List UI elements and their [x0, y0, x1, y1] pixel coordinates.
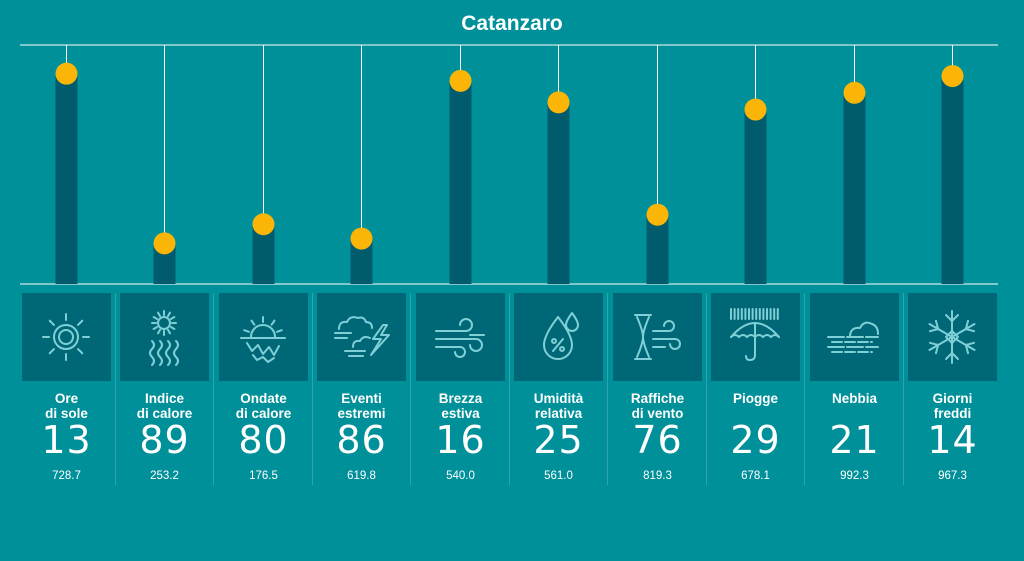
icon-tile	[908, 293, 997, 381]
category-column: Eventi estremi 86 619.8	[317, 293, 406, 485]
rank-number: 13	[41, 418, 92, 462]
bar	[646, 214, 669, 284]
chart-plot	[20, 44, 998, 285]
column-divider	[706, 293, 707, 485]
marker-dot	[449, 69, 472, 92]
column-divider	[115, 293, 116, 485]
breeze-icon	[435, 318, 485, 358]
icon-tile	[22, 293, 111, 381]
value-label: 619.8	[347, 470, 376, 482]
icon-tile	[219, 293, 308, 381]
category-column: Ondate di calore 80 176.5	[219, 293, 308, 485]
icon-tile	[810, 293, 899, 381]
value-label: 540.0	[446, 470, 475, 482]
bar	[941, 76, 964, 284]
marker-dot	[744, 98, 767, 121]
wind-gust-icon	[634, 314, 681, 360]
column-divider	[213, 293, 214, 485]
column-divider	[607, 293, 608, 485]
chart-title: Catanzaro	[461, 12, 563, 35]
marker-dot	[55, 62, 78, 85]
heat-index-icon	[149, 310, 179, 366]
column-divider	[509, 293, 510, 485]
fog-icon	[827, 321, 879, 353]
bar	[744, 109, 767, 284]
category-label: Ore di sole	[45, 391, 88, 421]
icon-tile	[514, 293, 603, 381]
rank-number: 21	[829, 418, 880, 462]
value-label: 992.3	[840, 470, 869, 482]
value-label: 728.7	[52, 470, 81, 482]
column-divider	[903, 293, 904, 485]
column-divider	[410, 293, 411, 485]
column-divider	[804, 293, 805, 485]
rank-number: 29	[730, 418, 781, 462]
marker-dot	[843, 81, 866, 104]
category-label: Raffiche di vento	[630, 391, 685, 421]
category-label: Ondate di calore	[235, 391, 292, 421]
category-column: Nebbia 21 992.3	[810, 293, 899, 485]
category-label: Brezza estiva	[438, 391, 483, 421]
value-label: 561.0	[544, 470, 573, 482]
bar	[843, 92, 866, 284]
marker-dot	[153, 232, 176, 255]
sun-icon	[42, 313, 90, 361]
humidity-icon	[543, 312, 579, 360]
marker-dot	[941, 65, 964, 88]
marker-dot	[350, 227, 373, 250]
category-label: Piogge	[732, 391, 778, 406]
icon-tile	[317, 293, 406, 381]
column-divider	[312, 293, 313, 485]
category-column: Umidità relativa 25 561.0	[514, 293, 603, 485]
category-label: Nebbia	[831, 391, 877, 406]
category-column: Indice di calore 89 253.2	[120, 293, 209, 485]
rank-number: 16	[435, 418, 486, 462]
rank-number: 89	[139, 418, 190, 462]
snowflake-icon	[928, 310, 976, 364]
heatwave-icon	[240, 316, 286, 363]
rank-number: 25	[533, 418, 584, 462]
category-label: Umidità relativa	[533, 391, 584, 421]
value-label: 253.2	[150, 470, 179, 482]
rain-icon	[730, 308, 780, 361]
rank-number: 80	[238, 418, 289, 462]
marker-dot	[252, 213, 275, 236]
icon-tile	[711, 293, 800, 381]
category-column: Ore di sole 13 728.7	[22, 293, 111, 485]
category-column: Giorni freddi 14 967.3	[908, 293, 997, 485]
category-label: Giorni freddi	[932, 391, 973, 421]
bar	[547, 102, 570, 284]
category-column: Brezza estiva 16 540.0	[416, 293, 505, 485]
category-label: Eventi estremi	[337, 391, 386, 421]
value-label: 678.1	[741, 470, 770, 482]
category-column: Piogge 29 678.1	[711, 293, 800, 485]
bar	[153, 243, 176, 284]
category-label: Indice di calore	[136, 391, 193, 421]
icon-tile	[416, 293, 505, 381]
rank-number: 76	[632, 418, 683, 462]
bar	[55, 73, 78, 285]
rank-number: 14	[927, 418, 978, 462]
icon-tile	[613, 293, 702, 381]
bar	[449, 80, 472, 284]
bar	[252, 224, 275, 284]
category-column: Raffiche di vento 76 819.3	[613, 293, 702, 485]
rank-number: 86	[336, 418, 387, 462]
marker-dot	[646, 203, 669, 226]
marker-dot	[547, 91, 570, 114]
value-label: 176.5	[249, 470, 278, 482]
bar	[350, 238, 373, 284]
storm-icon	[334, 316, 390, 357]
value-label: 819.3	[643, 470, 672, 482]
icon-tile	[120, 293, 209, 381]
value-label: 967.3	[938, 470, 967, 482]
